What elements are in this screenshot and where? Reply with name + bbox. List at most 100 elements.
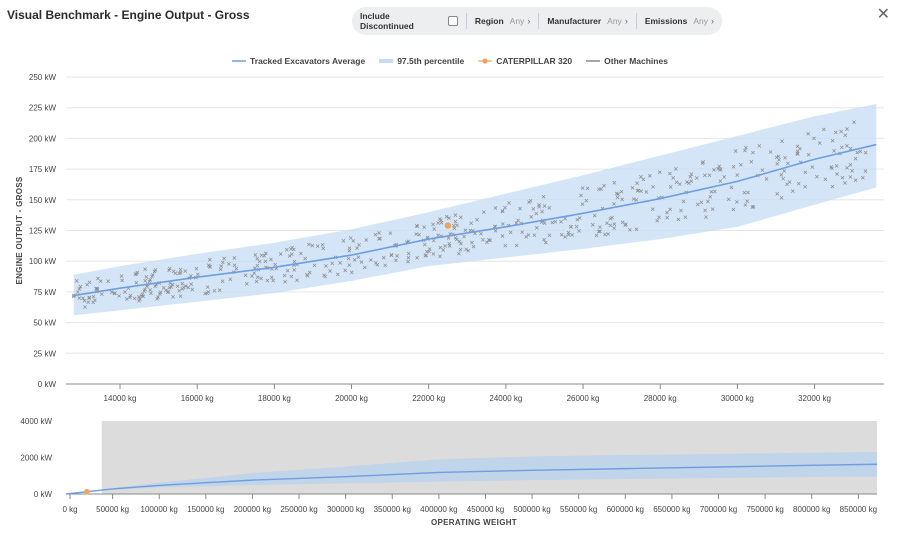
legend-label: CATERPILLAR 320	[496, 56, 573, 66]
other-machine-point	[349, 270, 354, 275]
legend-item-other-machines[interactable]: Other Machines	[586, 56, 668, 66]
other-machine-point	[710, 207, 715, 212]
legend-label: Other Machines	[604, 56, 668, 66]
other-machine-point	[148, 277, 153, 282]
legend-item-percentile[interactable]: 97.5th percentile	[379, 56, 464, 66]
other-machine-point	[585, 186, 590, 191]
other-machine-point	[612, 201, 616, 206]
region-filter[interactable]: Region Any ›	[465, 13, 538, 29]
other-machine-point	[782, 169, 787, 173]
other-machine-point	[78, 284, 83, 289]
nav-x-tick-label: 700000 kg	[700, 505, 737, 514]
other-machine-point	[289, 274, 294, 279]
other-machine-point	[735, 173, 740, 177]
nav-x-tick-label: 850000 kg	[840, 505, 877, 514]
other-machine-point	[722, 175, 727, 179]
other-machine-point	[634, 227, 639, 232]
other-machine-point	[106, 279, 111, 284]
other-machine-point	[457, 239, 462, 244]
other-machine-point	[234, 266, 239, 271]
manufacturer-value: Any	[607, 16, 622, 26]
other-machine-point	[733, 149, 738, 153]
other-machine-point	[563, 235, 568, 239]
other-machine-point	[166, 289, 171, 294]
page-title: Visual Benchmark - Engine Output - Gross	[7, 8, 250, 22]
other-machine-point	[95, 286, 100, 291]
y-tick-label: 225 kW	[29, 104, 57, 113]
other-machine-point	[228, 277, 233, 282]
nav-percentile-band	[66, 452, 877, 494]
other-machine-point	[839, 145, 844, 150]
other-machine-point	[676, 217, 681, 222]
other-machine-point	[834, 164, 839, 168]
other-machine-point	[406, 251, 411, 256]
other-machine-point	[858, 149, 863, 154]
other-machine-point	[295, 278, 299, 283]
other-machine-point	[330, 261, 335, 266]
other-machine-point	[395, 254, 399, 258]
other-machine-point	[843, 133, 848, 138]
x-tick-label: 18000 kg	[258, 394, 291, 403]
other-machine-point	[708, 194, 713, 199]
y-tick-label: 150 kW	[29, 196, 57, 205]
other-machine-point	[414, 223, 419, 228]
y-tick-label: 100 kW	[29, 257, 57, 266]
other-machine-point	[186, 285, 191, 290]
other-machine-point	[768, 150, 773, 154]
other-machine-point	[507, 201, 511, 205]
other-machine-point	[707, 173, 712, 178]
other-machine-point	[806, 152, 811, 157]
other-machine-point	[144, 275, 149, 279]
legend-item-caterpillar-320[interactable]: CATERPILLAR 320	[478, 56, 572, 66]
other-machine-point	[750, 205, 755, 209]
other-machine-point	[459, 241, 463, 246]
other-machine-point	[243, 273, 248, 278]
other-machine-point	[183, 269, 188, 273]
other-machine-point	[347, 246, 352, 250]
other-machine-point	[619, 189, 624, 194]
other-machine-point	[706, 199, 710, 204]
other-machine-point	[520, 230, 525, 235]
other-machine-point	[631, 197, 636, 201]
manufacturer-filter[interactable]: Manufacturer Any ›	[538, 13, 636, 29]
other-machine-point	[608, 216, 613, 221]
other-machine-point	[195, 272, 200, 277]
other-machine-point	[232, 263, 237, 268]
legend-item-average[interactable]: Tracked Excavators Average	[232, 56, 365, 66]
other-machine-point	[134, 280, 139, 285]
emissions-filter[interactable]: Emissions Any ›	[635, 13, 722, 29]
other-machine-point	[639, 175, 643, 179]
other-machine-point	[685, 180, 689, 184]
include-discontinued-checkbox[interactable]	[448, 16, 458, 26]
y-tick-label: 125 kW	[29, 227, 57, 236]
other-machine-point	[734, 200, 739, 204]
other-machine-point	[606, 232, 611, 236]
other-machine-point	[292, 259, 297, 264]
nav-x-tick-label: 750000 kg	[746, 505, 783, 514]
other-machine-point	[259, 276, 263, 281]
other-machine-point	[848, 175, 853, 179]
include-discontinued-toggle[interactable]: Include Discontinued	[352, 11, 466, 31]
other-machine-point	[518, 206, 522, 211]
other-machine-point	[503, 205, 507, 210]
other-machine-point	[751, 150, 755, 155]
other-machine-point	[278, 252, 283, 256]
other-machine-point	[462, 234, 466, 239]
other-machine-point	[699, 200, 704, 205]
other-machine-point	[845, 127, 849, 131]
other-machine-point	[580, 186, 585, 190]
other-machine-point	[863, 169, 868, 173]
other-machine-point	[220, 279, 225, 284]
other-machine-point	[695, 202, 700, 207]
other-machine-point	[464, 247, 468, 252]
nav-x-tick-label: 450000 kg	[467, 505, 504, 514]
other-machine-point	[668, 185, 673, 189]
x-tick-label: 24000 kg	[489, 394, 522, 403]
other-machine-point	[77, 287, 82, 291]
close-icon[interactable]: ✕	[876, 6, 890, 23]
caterpillar-320-point	[444, 222, 452, 229]
nav-x-tick-label: 300000 kg	[327, 505, 364, 514]
other-machine-point	[149, 291, 153, 296]
other-machine-point	[91, 294, 96, 299]
